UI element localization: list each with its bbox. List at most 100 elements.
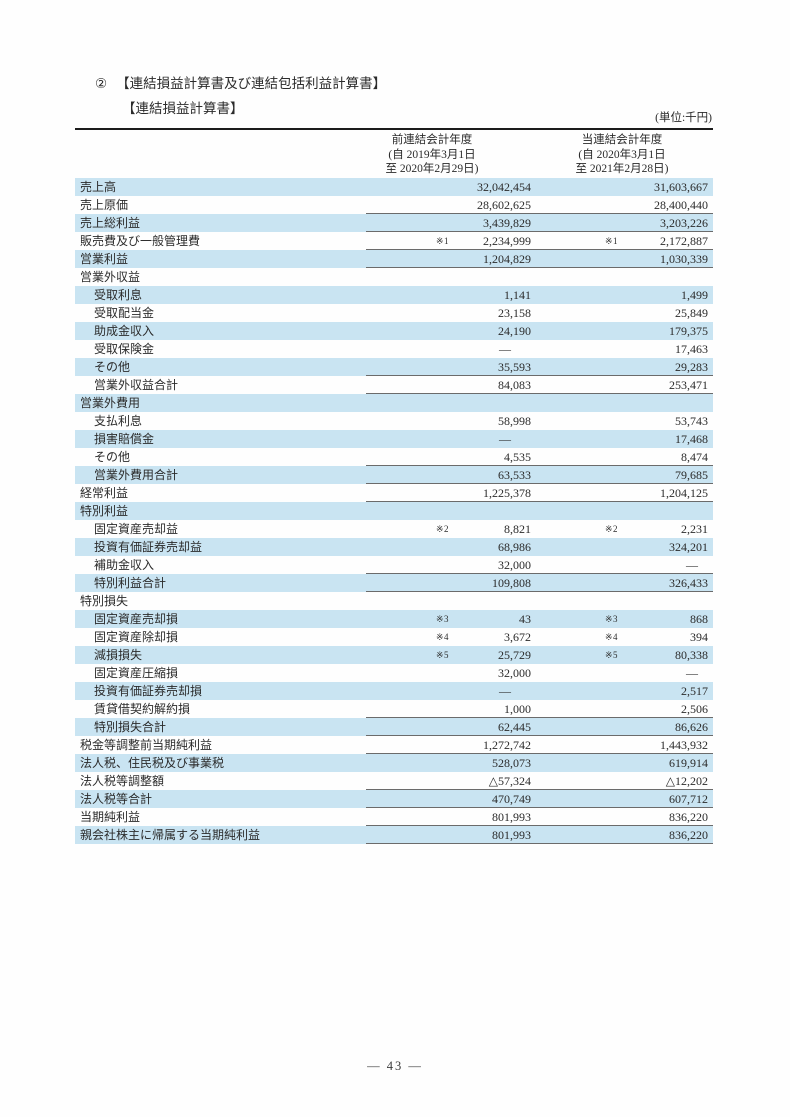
column-title: 前連結会計年度: [391, 134, 473, 146]
value-cell: 79,685: [675, 468, 708, 482]
row-values: 1,225,378 1,204,125: [366, 484, 713, 502]
row-values: ※2 8,821 ※2 2,231: [366, 520, 713, 538]
row-label: 特別損失合計: [94, 720, 167, 734]
value-cell: 23,158: [498, 306, 531, 320]
table-header: 前連結会計年度 (自 2019年3月1日 至 2020年2月29日) 当連結会計…: [75, 130, 713, 178]
value-cell: 32,042,454: [477, 180, 531, 194]
table-row: 親会社株主に帰属する当期純利益 801,993 836,220: [75, 826, 713, 844]
value-cell: 1,204,125: [660, 486, 708, 500]
value-cell: 3,203,226: [660, 216, 708, 230]
row-values: — 17,468: [366, 430, 713, 448]
table-row: 売上総利益 3,439,829 3,203,226: [75, 214, 713, 232]
row-label: 支払利息: [94, 414, 143, 428]
table-row: 営業外収益: [75, 268, 713, 286]
value-cell: 1,225,378: [483, 486, 531, 500]
table-row: 賃貸借契約解約損 1,000 2,506: [75, 700, 713, 718]
value-cell: 324,201: [669, 540, 708, 554]
value-cell: 29,283: [675, 360, 708, 374]
row-values: 68,986 324,201: [366, 538, 713, 556]
row-label: 固定資産除却損: [94, 630, 179, 644]
table-row: 売上高 32,042,454 31,603,667: [75, 178, 713, 196]
value-cell: 179,375: [669, 324, 708, 338]
value-cell: 868: [690, 612, 708, 626]
row-label: 売上原価: [80, 198, 129, 212]
table-row: 経常利益 1,225,378 1,204,125: [75, 484, 713, 502]
column-period-to: 至 2021年2月28日): [575, 163, 669, 175]
note-marker: ※4: [436, 632, 450, 642]
note-marker: ※3: [605, 614, 619, 624]
value-cell: 31,603,667: [654, 180, 708, 194]
value-cell: 17,463: [675, 342, 708, 356]
row-values: ※1 2,234,999 ※1 2,172,887: [366, 232, 713, 250]
row-label: 固定資産売却益: [94, 522, 179, 536]
page-number: — 43 —: [367, 1059, 423, 1073]
table-row: 税金等調整前当期純利益 1,272,742 1,443,932: [75, 736, 713, 754]
row-values: ※5 25,729 ※5 80,338: [366, 646, 713, 664]
table-row: 法人税等合計 470,749 607,712: [75, 790, 713, 808]
row-label: 法人税等調整額: [80, 774, 165, 788]
value-cell: 836,220: [669, 810, 708, 824]
value-cell: —: [686, 666, 698, 680]
value-cell: 528,073: [492, 756, 531, 770]
row-label: 補助金収入: [94, 558, 155, 572]
row-values: 801,993 836,220: [366, 826, 713, 844]
value-cell: 394: [690, 630, 708, 644]
row-values: 62,445 86,626: [366, 718, 713, 736]
value-cell: 1,272,742: [483, 738, 531, 752]
row-label: 親会社株主に帰属する当期純利益: [80, 828, 261, 842]
row-label: 投資有価証券売却益: [94, 540, 203, 554]
column-header-prior-year: 前連結会計年度 (自 2019年3月1日 至 2020年2月29日): [386, 133, 479, 177]
value-cell: —: [686, 558, 698, 572]
value-cell: 32,000: [498, 666, 531, 680]
value-cell: 1,443,932: [660, 738, 708, 752]
column-period-from: (自 2019年3月1日: [388, 148, 476, 161]
table-row: 投資有価証券売却損 — 2,517: [75, 682, 713, 700]
table-row: 特別損失合計 62,445 86,626: [75, 718, 713, 736]
row-label: 営業外費用: [80, 396, 141, 410]
row-values: 35,593 29,283: [366, 358, 713, 376]
value-cell: [366, 592, 537, 610]
row-values: 1,141 1,499: [366, 286, 713, 304]
value-cell: [366, 268, 537, 286]
value-cell: 32,000: [498, 558, 531, 572]
note-marker: ※5: [605, 650, 619, 660]
value-cell: △57,324: [488, 774, 531, 788]
row-values: — 17,463: [366, 340, 713, 358]
note-marker: ※1: [605, 236, 619, 246]
row-values: [366, 268, 713, 286]
row-values: 23,158 25,849: [366, 304, 713, 322]
table-row: 営業利益 1,204,829 1,030,339: [75, 250, 713, 268]
table-row: 法人税、住民税及び事業税 528,073 619,914: [75, 754, 713, 772]
table-body: 売上高 32,042,454 31,603,667 売上原価 28,602,625 28,…: [75, 178, 713, 844]
value-cell: 28,400,440: [654, 198, 708, 212]
row-values: 801,993 836,220: [366, 808, 713, 826]
section-number: ②: [95, 76, 108, 91]
value-cell: —: [499, 432, 511, 446]
value-cell: 24,190: [498, 324, 531, 338]
row-values: 1,272,742 1,443,932: [366, 736, 713, 754]
value-cell: [537, 592, 713, 610]
row-values: ※4 3,672 ※4 394: [366, 628, 713, 646]
value-cell: 25,729: [498, 648, 531, 662]
table-row: 助成金収入 24,190 179,375: [75, 322, 713, 340]
value-cell: 17,468: [675, 432, 708, 446]
table-row: その他 4,535 8,474: [75, 448, 713, 466]
column-header-current-year: 当連結会計年度 (自 2020年3月1日 至 2021年2月28日): [576, 133, 669, 177]
row-values: 4,535 8,474: [366, 448, 713, 466]
value-cell: 801,993: [492, 828, 531, 842]
table-row: 営業外費用: [75, 394, 713, 412]
column-period-from: (自 2020年3月1日: [578, 148, 666, 161]
row-label: 減損損失: [94, 648, 143, 662]
value-cell: 607,712: [669, 792, 708, 806]
value-cell: 25,849: [675, 306, 708, 320]
table-row: 当期純利益 801,993 836,220: [75, 808, 713, 826]
row-values: [366, 394, 713, 412]
table-row: 営業外費用合計 63,533 79,685: [75, 466, 713, 484]
value-cell: 109,808: [492, 576, 531, 590]
value-cell: 80,338: [675, 648, 708, 662]
row-values: 3,439,829 3,203,226: [366, 214, 713, 232]
row-values: 28,602,625 28,400,440: [366, 196, 713, 214]
unit-label: (単位:千円): [655, 112, 712, 124]
row-label: 受取保険金: [94, 342, 155, 356]
table-row: 固定資産除却損 ※4 3,672 ※4 394: [75, 628, 713, 646]
